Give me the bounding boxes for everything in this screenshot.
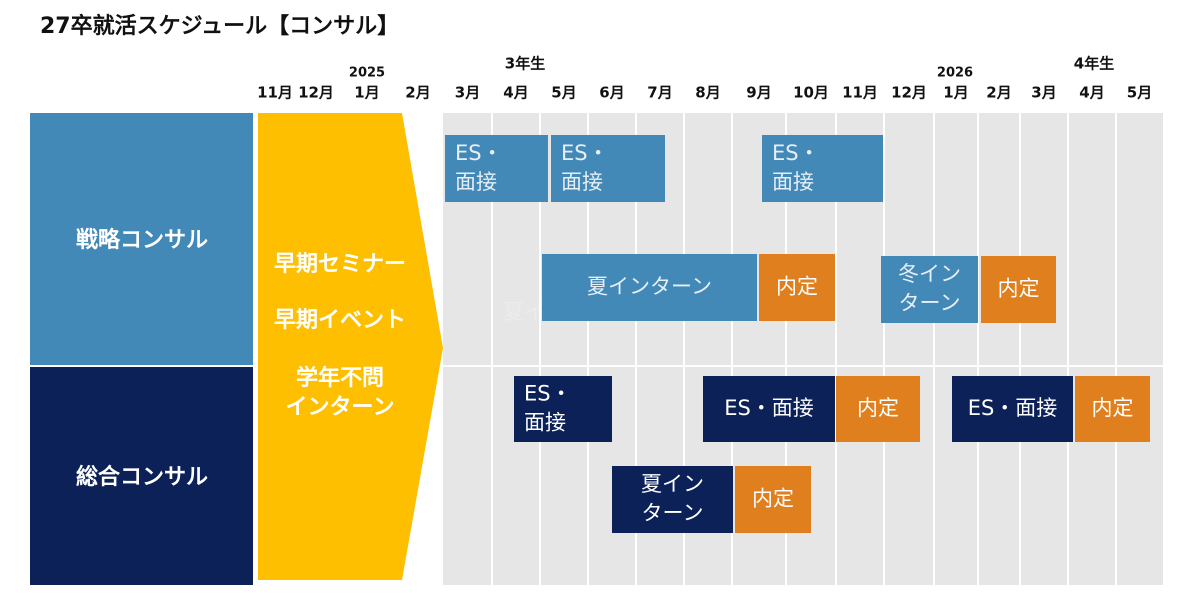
schedule-bar: [762, 135, 883, 202]
bar-label: ES・: [455, 141, 503, 165]
bar-label: 冬イン: [898, 262, 961, 286]
month-label: 4月: [503, 84, 528, 102]
month-label: 10月: [793, 84, 829, 102]
schedule-bar: [514, 376, 612, 442]
bar-label: 夏イン: [641, 472, 704, 496]
month-label: 9月: [746, 84, 771, 102]
title: 27卒就活スケジュール【コンサル】: [40, 13, 399, 39]
early-text: 早期イベント: [274, 308, 406, 333]
schedule-bar: [1075, 376, 1150, 442]
row-label: 総合コンサル: [76, 464, 208, 490]
bar-label: ターン: [899, 291, 961, 315]
month-label: 8月: [695, 84, 720, 102]
layer: 11月 12月 1月 2月 3月 4月 5月 6月 7月 8月 9月 10月 11月 12月 1月 2月 3月 4…: [257, 84, 1163, 585]
ghost-text: 夏イ: [503, 300, 545, 324]
schedule-bar: [542, 254, 757, 321]
row-header: [30, 113, 253, 365]
bar-label: ES・: [772, 141, 820, 165]
month-label: 2月: [986, 84, 1011, 102]
month-label: 6月: [599, 84, 624, 102]
schedule-bar: [881, 256, 978, 323]
schedule-bar: [445, 135, 548, 202]
month-label: 4月: [1079, 84, 1104, 102]
month-label: 1月: [354, 84, 379, 102]
schedule-bar: [735, 466, 811, 533]
bar-label: 内定: [1092, 396, 1134, 420]
early-arrow: [258, 113, 443, 580]
schedule-bar: [551, 135, 665, 202]
month-label: 2月: [405, 84, 430, 102]
schedule-bar: [981, 256, 1056, 323]
bar-label: 内定: [998, 277, 1040, 301]
bar-label: 内定: [752, 487, 794, 511]
bar-label: ES・: [561, 141, 609, 165]
month-label: 3月: [455, 84, 480, 102]
month-label: 11月: [842, 84, 878, 102]
early-text: 早期セミナー: [274, 252, 406, 277]
bar-label: 面接: [455, 170, 497, 194]
month-label: 3月: [1031, 84, 1056, 102]
month-label: 1月: [943, 84, 968, 102]
bar-label: 内定: [776, 275, 818, 299]
month-label: 7月: [647, 84, 672, 102]
grade-label: 4年生: [1074, 55, 1114, 73]
schedule-bar: [703, 376, 835, 442]
schedule-bar: [952, 376, 1073, 442]
bar-label: ターン: [642, 501, 704, 525]
month-label: 5月: [1127, 84, 1152, 102]
schedule-bar: [759, 254, 835, 321]
bar-label: 内定: [857, 396, 899, 420]
row-label: 戦略コンサル: [76, 227, 208, 253]
early-text: 学年不問: [296, 365, 384, 391]
early-text: インターン: [286, 395, 395, 420]
bar-label: ES・: [524, 382, 572, 406]
year-label: 2025: [349, 66, 385, 81]
month-label: 12月: [298, 84, 334, 102]
schedule-bar: [836, 376, 920, 442]
bar-label: 夏インターン: [587, 275, 712, 299]
grade-label: 3年生: [505, 55, 545, 73]
month-label: 11月: [257, 84, 293, 102]
bar-label: 面接: [561, 170, 603, 194]
month-label: 5月: [551, 84, 576, 102]
month-label: 12月: [891, 84, 927, 102]
bar-label: ES・面接: [724, 396, 814, 420]
year-label: 2026: [937, 66, 973, 81]
row-header: [30, 367, 253, 585]
schedule-bar: [612, 466, 733, 533]
bar-label: 面接: [524, 411, 566, 435]
bar-label: ES・面接: [968, 396, 1058, 420]
bar-label: 面接: [772, 170, 814, 194]
